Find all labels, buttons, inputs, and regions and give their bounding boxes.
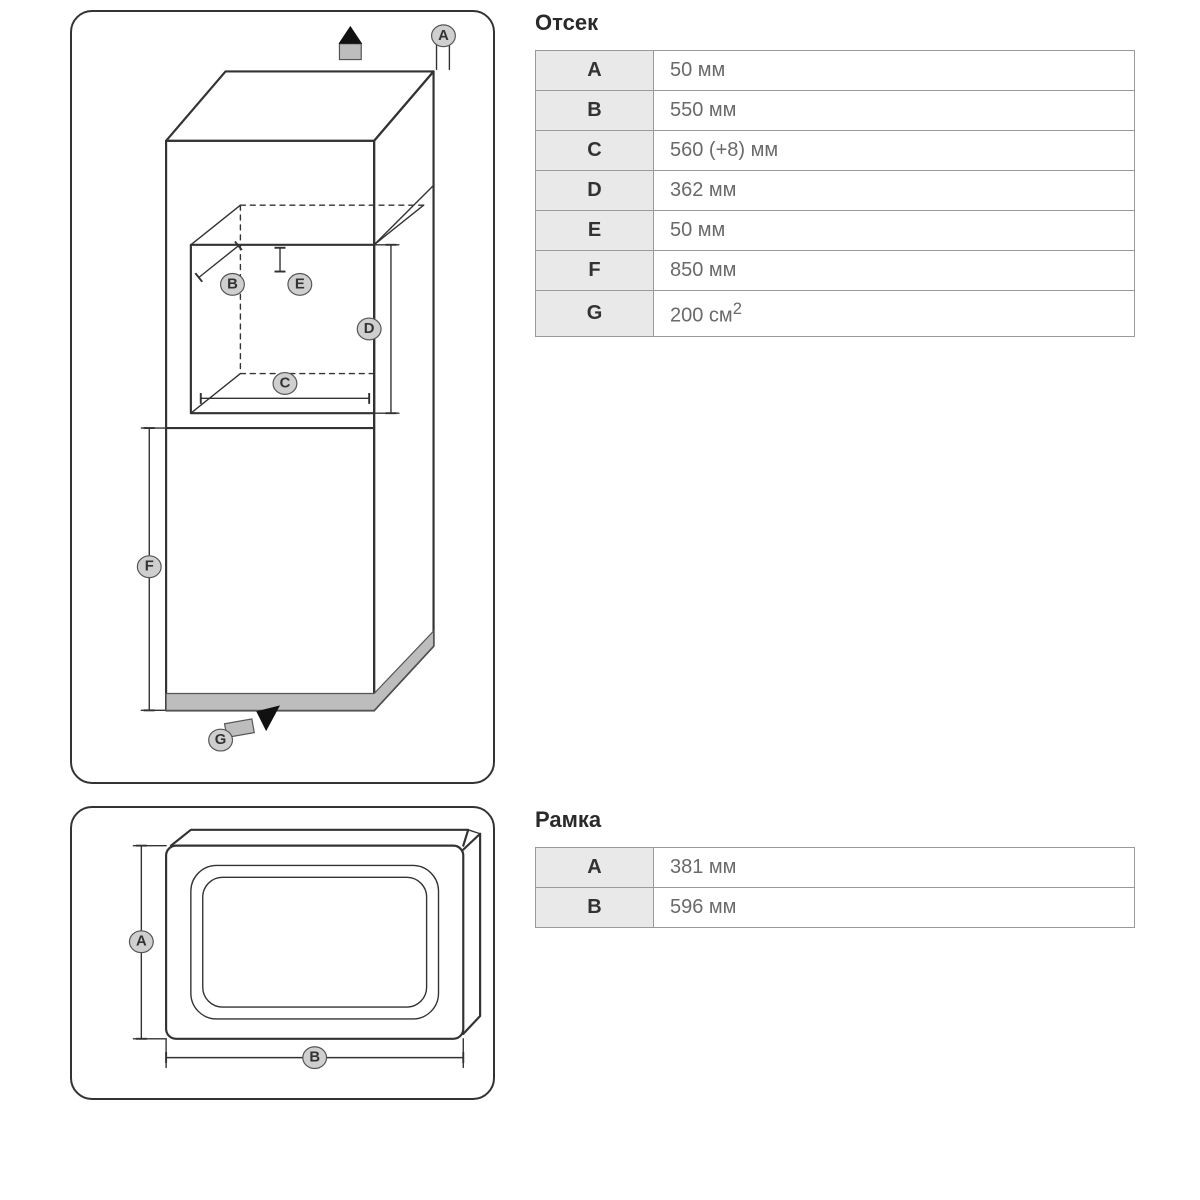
compartment-svg: A: [72, 12, 493, 775]
dimension-key: F: [536, 251, 654, 291]
svg-text:B: B: [227, 276, 238, 292]
label-c: C: [273, 373, 297, 395]
dimension-value: 362 мм: [654, 171, 1135, 211]
label-e: E: [288, 274, 312, 296]
dimension-value: 850 мм: [654, 251, 1135, 291]
svg-text:D: D: [364, 321, 375, 337]
dimension-value: 50 мм: [654, 211, 1135, 251]
frame-panel: A B: [70, 806, 495, 1100]
dimension-value: 381 мм: [654, 847, 1135, 887]
right-column: Отсек A50 ммB550 ммC560 (+8) ммD362 ммE5…: [535, 10, 1160, 1100]
svg-text:A: A: [438, 28, 449, 44]
svg-text:E: E: [295, 276, 305, 292]
page: A: [0, 0, 1200, 1200]
compartment-block: Отсек A50 ммB550 ммC560 (+8) ммD362 ммE5…: [535, 10, 1140, 337]
table-row: B550 мм: [536, 91, 1135, 131]
frame-block: Рамка A381 ммB596 мм: [535, 807, 1140, 928]
label-d: D: [357, 318, 381, 340]
dimension-key: A: [536, 51, 654, 91]
dimension-key: D: [536, 171, 654, 211]
label-a: A: [432, 25, 456, 47]
dimension-key: B: [536, 887, 654, 927]
table-row: C560 (+8) мм: [536, 131, 1135, 171]
table-row: B596 мм: [536, 887, 1135, 927]
columns: A: [70, 10, 1160, 1100]
table-row: G200 см2: [536, 291, 1135, 337]
frame-title: Рамка: [535, 807, 1140, 833]
frame-label-a: A: [129, 931, 153, 953]
dimension-key: G: [536, 291, 654, 337]
table-row: A50 мм: [536, 51, 1135, 91]
svg-text:G: G: [215, 732, 227, 748]
dimension-value: 560 (+8) мм: [654, 131, 1135, 171]
svg-text:F: F: [145, 559, 154, 575]
table-row: A381 мм: [536, 847, 1135, 887]
dimension-key: B: [536, 91, 654, 131]
left-column: A: [70, 10, 495, 1100]
label-b: B: [221, 274, 245, 296]
frame-label-b: B: [303, 1047, 327, 1069]
compartment-panel: A: [70, 10, 495, 784]
svg-text:C: C: [280, 375, 291, 391]
label-f: F: [137, 556, 161, 578]
dimension-value: 50 мм: [654, 51, 1135, 91]
frame-table: A381 ммB596 мм: [535, 847, 1135, 928]
frame-svg: A B: [72, 808, 493, 1095]
dimension-value: 596 мм: [654, 887, 1135, 927]
compartment-table: A50 ммB550 ммC560 (+8) ммD362 ммE50 ммF8…: [535, 50, 1135, 337]
table-row: F850 мм: [536, 251, 1135, 291]
dimension-value: 550 мм: [654, 91, 1135, 131]
svg-text:B: B: [309, 1050, 320, 1066]
svg-text:A: A: [136, 934, 147, 950]
label-g: G: [209, 729, 233, 751]
compartment-title: Отсек: [535, 10, 1140, 36]
dimension-key: C: [536, 131, 654, 171]
table-row: D362 мм: [536, 171, 1135, 211]
table-row: E50 мм: [536, 211, 1135, 251]
dimension-value: 200 см2: [654, 291, 1135, 337]
dimension-key: E: [536, 211, 654, 251]
dimension-key: A: [536, 847, 654, 887]
